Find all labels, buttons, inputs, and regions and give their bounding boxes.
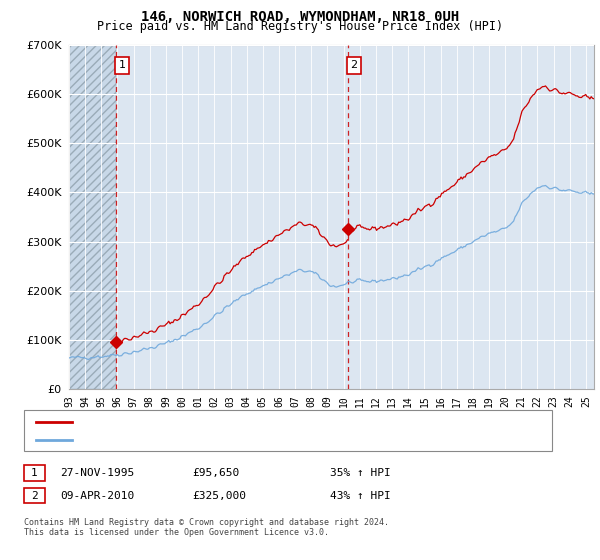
Text: 146, NORWICH ROAD, WYMONDHAM, NR18 0UH: 146, NORWICH ROAD, WYMONDHAM, NR18 0UH <box>141 10 459 24</box>
Text: 27-NOV-1995: 27-NOV-1995 <box>60 468 134 478</box>
Text: 2: 2 <box>350 60 358 71</box>
Text: 1: 1 <box>31 468 38 478</box>
Text: 2: 2 <box>31 491 38 501</box>
Bar <box>69 45 116 389</box>
Text: 43% ↑ HPI: 43% ↑ HPI <box>330 491 391 501</box>
Text: 146, NORWICH ROAD, WYMONDHAM, NR18 0UH (detached house): 146, NORWICH ROAD, WYMONDHAM, NR18 0UH (… <box>78 414 401 424</box>
Bar <box>69 45 116 389</box>
Text: 35% ↑ HPI: 35% ↑ HPI <box>330 468 391 478</box>
Text: £95,650: £95,650 <box>192 468 239 478</box>
Text: Contains HM Land Registry data © Crown copyright and database right 2024.
This d: Contains HM Land Registry data © Crown c… <box>24 518 389 538</box>
Text: 09-APR-2010: 09-APR-2010 <box>60 491 134 501</box>
Text: 1: 1 <box>118 60 125 71</box>
Text: Price paid vs. HM Land Registry's House Price Index (HPI): Price paid vs. HM Land Registry's House … <box>97 20 503 32</box>
Text: £325,000: £325,000 <box>192 491 246 501</box>
Text: HPI: Average price, detached house, South Norfolk: HPI: Average price, detached house, Sout… <box>78 436 366 446</box>
